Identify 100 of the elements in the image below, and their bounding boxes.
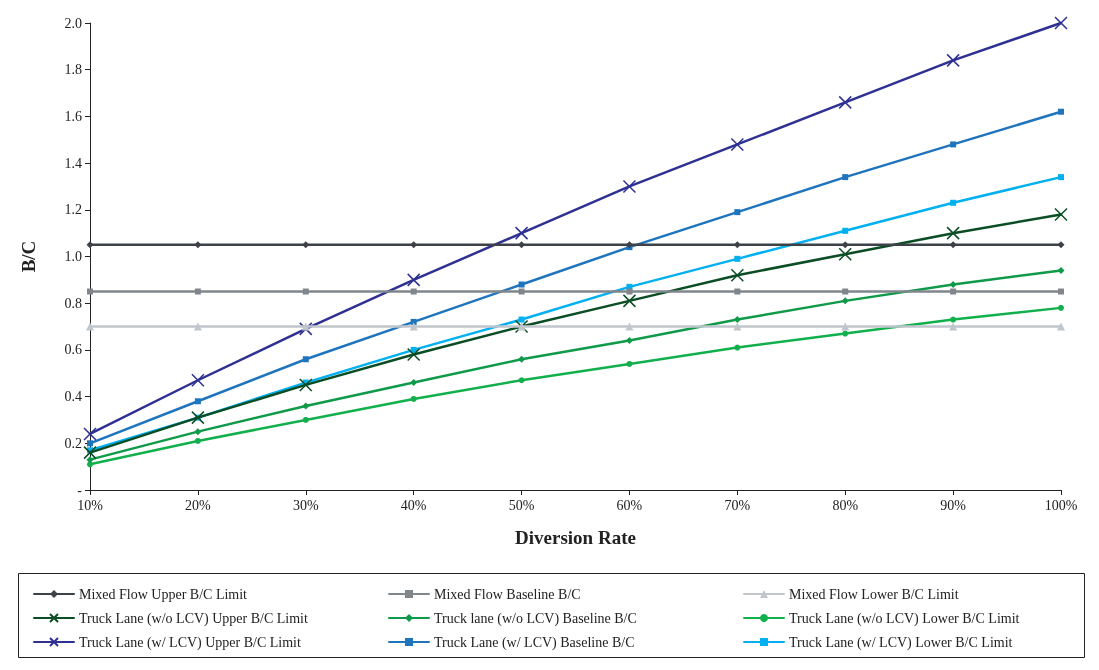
point (730, 137, 745, 152)
point (946, 53, 960, 68)
point (838, 247, 852, 261)
y-tick-label: 1.8 (64, 62, 82, 78)
point (410, 241, 418, 249)
point (194, 241, 202, 249)
y-tick-label: - (77, 482, 83, 498)
legend-label: Truck Lane (w/ LCV) Lower B/C Limit (789, 634, 1013, 651)
x-tick-label: 100% (1044, 497, 1078, 513)
legend-label: Truck Lane (w/o LCV) Upper B/C Limit (79, 610, 309, 627)
legend-label: Mixed Flow Lower B/C Limit (789, 586, 959, 602)
point (626, 360, 633, 367)
y-axis-title: B/C (18, 240, 39, 273)
point (299, 378, 313, 392)
point (518, 281, 525, 288)
point (1057, 322, 1065, 331)
y-tick-label: 2.0 (64, 15, 82, 31)
point (841, 241, 849, 249)
point (734, 344, 741, 351)
point (841, 297, 849, 305)
point (1058, 304, 1064, 311)
point (842, 174, 849, 181)
point (949, 322, 958, 331)
x-tick-label: 10% (77, 497, 104, 513)
point (1058, 174, 1064, 181)
point (86, 456, 94, 464)
point (191, 410, 205, 425)
x-tick-label: 30% (292, 497, 319, 513)
point (1054, 207, 1068, 222)
point (302, 416, 309, 423)
y-tick-label: 0.6 (64, 342, 82, 358)
point (406, 273, 421, 287)
point (842, 330, 849, 337)
y-tick-label: 1.0 (64, 249, 82, 264)
point (622, 179, 637, 194)
point (301, 322, 310, 331)
point (733, 241, 741, 249)
legend-label: Truck Lane (w/ LCV) Baseline B/C (434, 634, 635, 651)
point (950, 199, 957, 206)
point (841, 322, 850, 331)
legend-label: Truck Lane (w/ LCV) Upper B/C Limit (79, 634, 302, 651)
point (1058, 288, 1064, 295)
point (302, 402, 310, 410)
point (946, 226, 960, 240)
point (1057, 241, 1065, 249)
point (730, 268, 745, 282)
point (193, 322, 202, 331)
point (302, 241, 310, 249)
x-tick-label: 20% (185, 497, 212, 513)
point (194, 398, 201, 405)
point (83, 445, 97, 460)
point (622, 294, 637, 308)
point (86, 241, 94, 249)
point (409, 322, 418, 331)
point (299, 322, 313, 336)
point (410, 395, 417, 402)
point (410, 288, 417, 295)
point (949, 281, 957, 289)
point (83, 427, 97, 441)
point (733, 316, 741, 324)
point (406, 347, 421, 362)
point (838, 95, 852, 110)
point (625, 322, 634, 331)
y-tick-label: 1.6 (64, 108, 82, 124)
point (87, 288, 93, 295)
point (194, 437, 201, 444)
y-tick-label: 0.4 (64, 389, 82, 405)
x-tick-label: 40% (400, 497, 427, 513)
point (410, 379, 418, 387)
point (191, 373, 205, 388)
point (1054, 16, 1068, 30)
legend-label: Mixed Flow Baseline B/C (434, 586, 581, 602)
point (1058, 108, 1064, 115)
point (625, 337, 633, 345)
x-tick-label: 70% (724, 497, 751, 513)
y-tick-label: 1.2 (64, 202, 82, 218)
legend-label: Truck lane (w/o LCV) Baseline B/C (434, 610, 637, 627)
point (950, 141, 957, 148)
point (626, 288, 633, 295)
point (194, 288, 201, 295)
x-tick-label: 90% (940, 497, 967, 513)
x-tick-label: 80% (832, 497, 859, 513)
legend-label: Mixed Flow Upper B/C Limit (79, 586, 248, 602)
point (518, 377, 525, 384)
y-tick-label: 0.2 (64, 435, 82, 451)
x-axis-title: Diversion Rate (515, 527, 636, 548)
x-tick-label: 60% (616, 497, 643, 513)
point (410, 318, 417, 325)
point (302, 356, 309, 363)
point (518, 316, 525, 323)
point (950, 316, 957, 323)
point (950, 288, 957, 295)
point (194, 428, 202, 436)
point (733, 322, 742, 331)
y-tick-label: 1.4 (64, 155, 82, 171)
point (302, 288, 309, 295)
point (734, 288, 741, 295)
point (518, 355, 526, 363)
point (734, 255, 741, 262)
y-tick-label: 0.8 (64, 295, 82, 311)
